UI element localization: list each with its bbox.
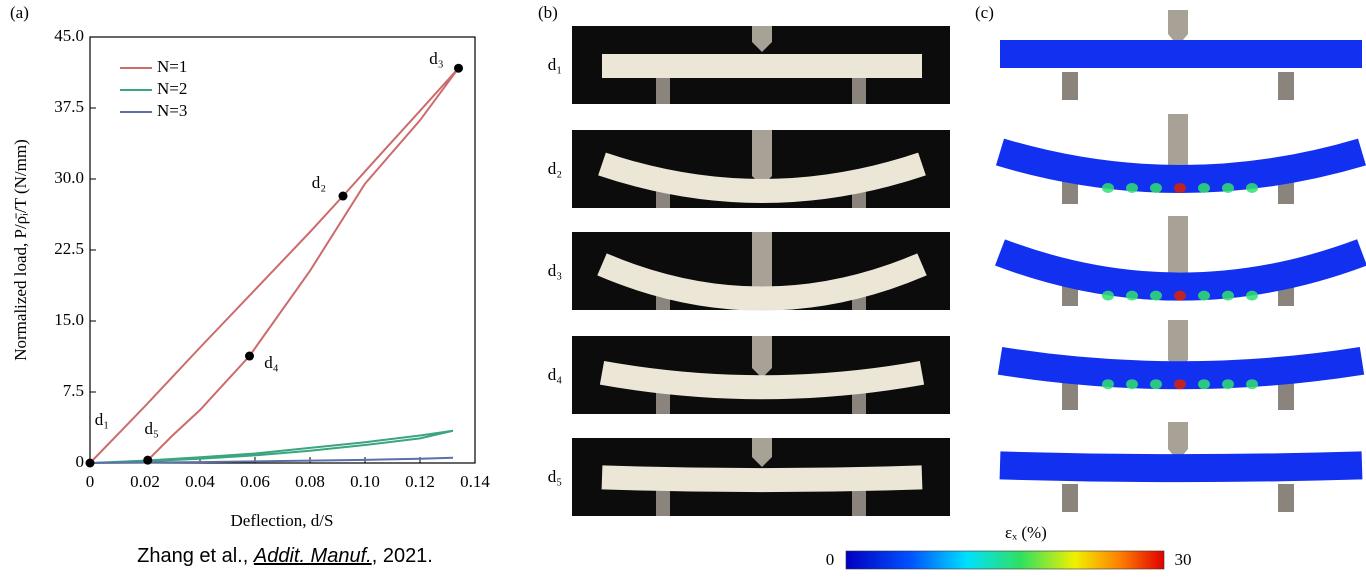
beam xyxy=(597,253,927,311)
fe-beam xyxy=(995,138,1366,193)
series-line xyxy=(89,456,454,464)
y-tick-label: 15.0 xyxy=(54,310,84,329)
x-tick-label: 0.06 xyxy=(240,472,270,491)
panel-label: (b) xyxy=(538,3,558,22)
x-tick-label: 0.12 xyxy=(405,472,435,491)
x-tick-label: 0.02 xyxy=(130,472,160,491)
state-point xyxy=(454,63,463,73)
y-tick-label: 7.5 xyxy=(63,381,84,400)
state-label: d₁ xyxy=(95,410,109,429)
x-tick-label: 0 xyxy=(86,472,95,491)
hot-spot xyxy=(1174,379,1186,390)
hot-spot xyxy=(1174,290,1186,301)
series-line xyxy=(89,429,454,464)
legend-label: N=2 xyxy=(157,79,187,98)
colorbar-min: 0 xyxy=(826,550,835,569)
caption-part: , 2021. xyxy=(372,545,433,567)
state-point xyxy=(143,455,153,465)
row-label: d₁ xyxy=(548,55,562,74)
colorbar-label: εₓ (%) xyxy=(1005,523,1047,542)
fe-indenter xyxy=(1168,320,1188,372)
x-tick-label: 0.10 xyxy=(350,472,380,491)
caption-part: Zhang et al., xyxy=(137,545,254,567)
beam xyxy=(599,360,925,400)
fe-support xyxy=(1062,484,1294,512)
hot-spot xyxy=(1126,290,1138,301)
caption: Zhang et al., Addit. Manuf., 2021. xyxy=(137,545,433,567)
hot-spot xyxy=(1198,290,1210,301)
hot-spot xyxy=(1246,379,1258,390)
fe-indenter xyxy=(1168,114,1188,180)
y-tick-label: 37.5 xyxy=(54,97,84,116)
caption-part: Addit. Manuf. xyxy=(253,545,372,567)
hot-spot xyxy=(1222,379,1234,390)
hot-spot xyxy=(1246,183,1258,193)
plot-frame xyxy=(89,36,476,464)
legend-label: N=1 xyxy=(157,57,187,76)
hot-spot xyxy=(1174,183,1186,193)
x-tick-label: 0.04 xyxy=(185,472,215,491)
x-axis-label: Deflection, d/S xyxy=(231,511,334,530)
state-label: d₄ xyxy=(264,353,279,372)
fe-beam xyxy=(997,346,1365,390)
colorbar-max: 30 xyxy=(1175,550,1192,569)
state-label: d₅ xyxy=(145,419,160,438)
state-point xyxy=(85,458,95,468)
state-label: d₂ xyxy=(312,173,326,192)
hot-spot xyxy=(1102,290,1114,301)
indenter xyxy=(752,130,772,186)
fe-indenter xyxy=(1168,422,1188,461)
row-label: d₄ xyxy=(548,365,563,384)
hot-spot xyxy=(1102,379,1114,390)
fe-indenter xyxy=(1168,10,1188,46)
hot-spot xyxy=(1222,290,1234,301)
row-label: d₂ xyxy=(548,159,562,178)
hot-spot xyxy=(1246,290,1258,301)
beam xyxy=(598,152,926,203)
hot-spot xyxy=(1150,290,1162,301)
fe-beam xyxy=(995,239,1366,301)
series-line xyxy=(89,67,460,464)
state-point xyxy=(245,351,254,361)
state-point xyxy=(338,191,348,201)
x-tick-label: 0.08 xyxy=(295,472,325,491)
hot-spot xyxy=(1102,183,1114,193)
fe-beam xyxy=(999,451,1363,483)
hot-spot xyxy=(1150,183,1162,193)
hot-spot xyxy=(1126,183,1138,193)
beam xyxy=(601,465,923,493)
panel-label: (a) xyxy=(10,3,29,22)
hot-spot xyxy=(1222,183,1234,193)
y-tick-label: 30.0 xyxy=(54,168,84,187)
hot-spot xyxy=(1198,379,1210,390)
x-tick-label: 0.14 xyxy=(460,472,490,491)
y-tick-label: 45.0 xyxy=(54,26,84,45)
indenter xyxy=(752,26,772,52)
hot-spot xyxy=(1126,379,1138,390)
y-axis-label: Normalized load, P/ρ̄ᵢ/T (N/mm) xyxy=(11,139,30,361)
y-tick-label: 22.5 xyxy=(54,239,84,258)
indenter xyxy=(752,438,772,467)
indenter xyxy=(752,232,772,296)
hot-spot xyxy=(1150,379,1162,390)
hot-spot xyxy=(1198,183,1210,193)
panel-label: (c) xyxy=(975,3,994,22)
colorbar xyxy=(845,550,1165,570)
row-label: d₅ xyxy=(548,467,563,486)
state-label: d₃ xyxy=(429,49,444,68)
fe-indenter xyxy=(1168,216,1188,290)
y-tick-label: 0 xyxy=(76,452,85,471)
legend-label: N=3 xyxy=(157,101,187,120)
fe-support xyxy=(1062,72,1294,100)
row-label: d₃ xyxy=(548,261,563,280)
indenter xyxy=(752,336,772,378)
